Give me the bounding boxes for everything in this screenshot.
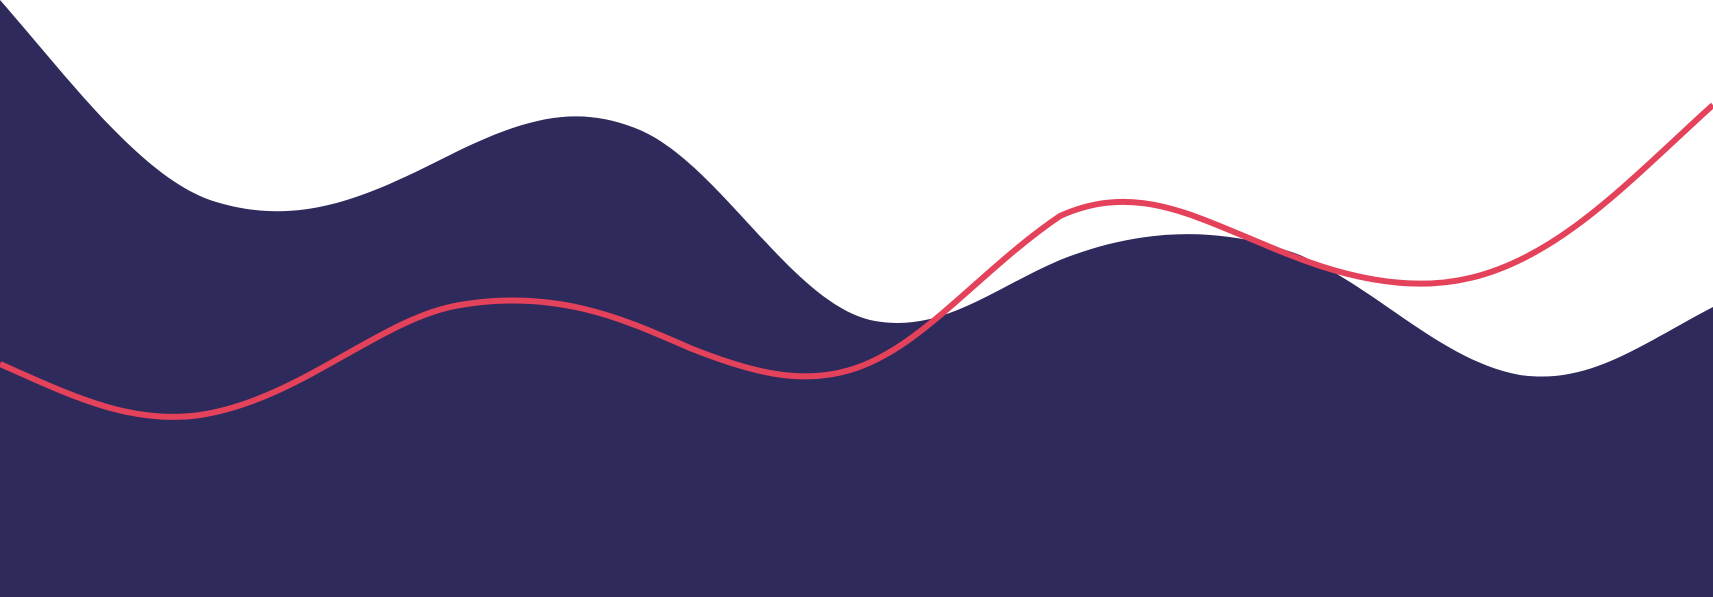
red-wavy-line (0, 102, 1713, 420)
